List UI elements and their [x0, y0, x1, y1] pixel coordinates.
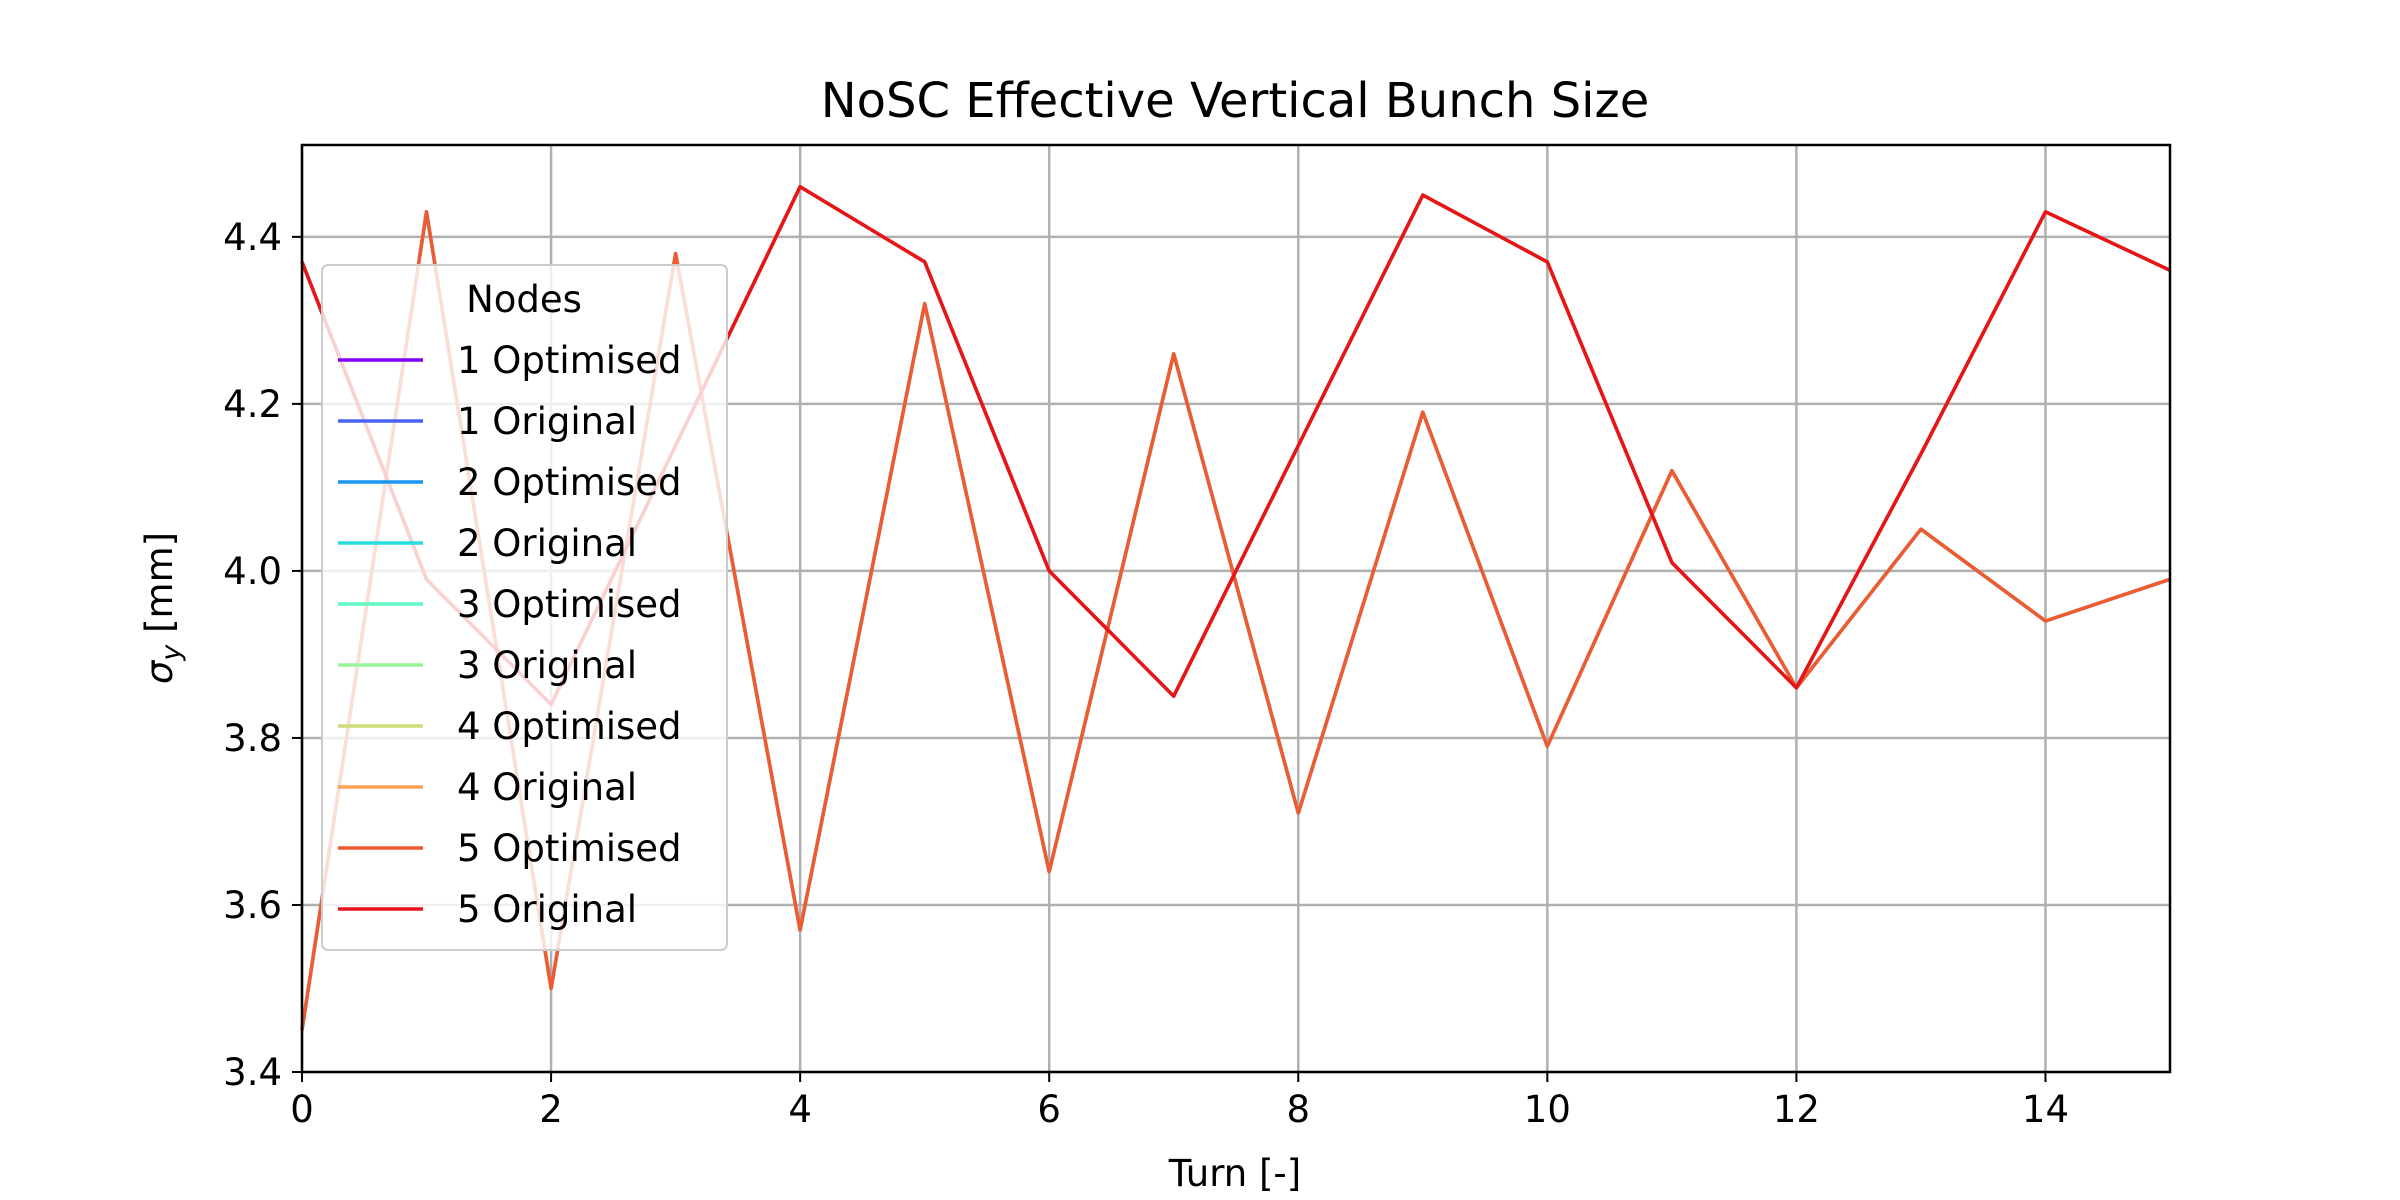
- x-tick-label: 10: [1524, 1088, 1571, 1131]
- x-tick-label: 8: [1286, 1088, 1310, 1131]
- legend: Nodes 1 Optimised 1 Original 2 Optimised 2 …: [321, 264, 728, 951]
- x-tick-label: 6: [1037, 1088, 1061, 1131]
- axis-ticks: 0 2 4 6 8 10 12 14 3.4 3.6 3.8 4.0 4.2 4.4: [223, 216, 2069, 1131]
- y-axis-symbol: σ: [138, 659, 181, 684]
- legend-box: [321, 264, 728, 951]
- legend-entry-label: 1 Original: [457, 400, 637, 443]
- legend-entry-label: 1 Optimised: [457, 339, 682, 382]
- x-tick-label: 12: [1773, 1088, 1820, 1131]
- plot-frame: [300, 143, 2172, 1074]
- y-axis-unit: [mm]: [138, 532, 181, 645]
- y-tick-label: 3.4: [223, 1051, 282, 1094]
- legend-entry-label: 3 Optimised: [457, 583, 682, 626]
- x-axis-label: Turn [-]: [1168, 1152, 1301, 1195]
- legend-entry-label: 3 Original: [457, 644, 637, 687]
- x-tick-label: 4: [788, 1088, 812, 1131]
- legend-entry-label: 2 Optimised: [457, 461, 682, 504]
- legend-entry-label: 4 Optimised: [457, 705, 682, 748]
- y-tick-label: 4.2: [223, 383, 282, 426]
- chart-title: NoSC Effective Vertical Bunch Size: [821, 73, 1650, 129]
- y-axis-label: σy [mm]: [138, 532, 187, 684]
- y-tick-label: 4.4: [223, 216, 282, 259]
- x-tick-label: 14: [2022, 1088, 2069, 1131]
- y-tick-label: 3.6: [223, 884, 282, 927]
- y-tick-label: 4.0: [223, 550, 282, 593]
- legend-entries: 1 Optimised 1 Original 2 Optimised 2 Origin…: [338, 339, 682, 931]
- legend-entry-label: 4 Original: [457, 766, 637, 809]
- legend-title: Nodes: [466, 278, 582, 321]
- legend-entry-label: 5 Original: [457, 888, 637, 931]
- x-tick-label: 0: [290, 1088, 314, 1131]
- x-tick-label: 2: [539, 1088, 563, 1131]
- legend-entry-label: 2 Original: [457, 522, 637, 565]
- y-axis-subscript: y: [156, 644, 187, 662]
- y-tick-label: 3.8: [223, 717, 282, 760]
- legend-entry-label: 5 Optimised: [457, 827, 682, 870]
